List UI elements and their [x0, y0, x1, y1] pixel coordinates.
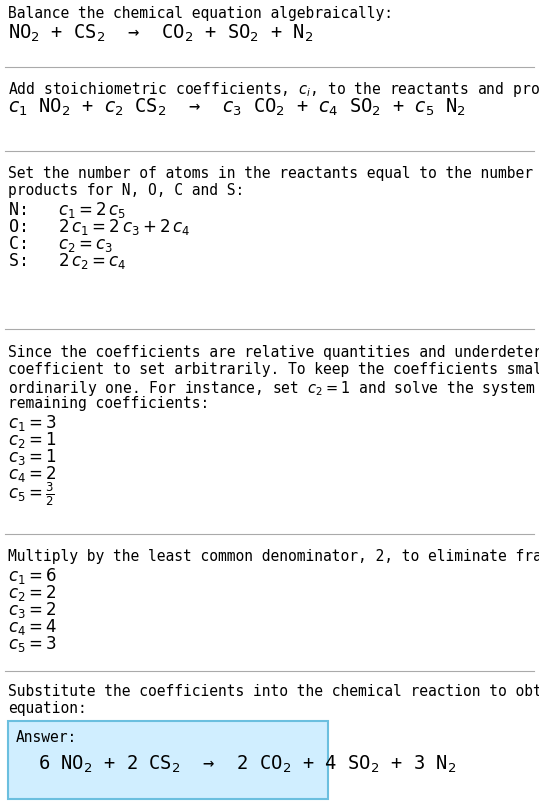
- Text: $c_1 = 6$: $c_1 = 6$: [8, 565, 57, 586]
- Text: products for N, O, C and S:: products for N, O, C and S:: [8, 182, 244, 198]
- Text: Substitute the coefficients into the chemical reaction to obtain the balanced: Substitute the coefficients into the che…: [8, 683, 539, 698]
- Text: S:   $2\,c_2 = c_4$: S: $2\,c_2 = c_4$: [8, 251, 127, 271]
- Text: Answer:: Answer:: [16, 729, 77, 744]
- Text: $c_3 = 1$: $c_3 = 1$: [8, 446, 57, 466]
- Text: $c_4 = 4$: $c_4 = 4$: [8, 616, 57, 636]
- Text: O:   $2\,c_1 = 2\,c_3 + 2\,c_4$: O: $2\,c_1 = 2\,c_3 + 2\,c_4$: [8, 217, 191, 237]
- Text: C:   $c_2 = c_3$: C: $c_2 = c_3$: [8, 234, 113, 254]
- Text: coefficient to set arbitrarily. To keep the coefficients small, the arbitrary va: coefficient to set arbitrarily. To keep …: [8, 362, 539, 376]
- Text: 6 NO$_2$ + 2 CS$_2$  →  2 CO$_2$ + 4 SO$_2$ + 3 N$_2$: 6 NO$_2$ + 2 CS$_2$ → 2 CO$_2$ + 4 SO$_2…: [38, 753, 456, 775]
- Text: $c_5 = \frac{3}{2}$: $c_5 = \frac{3}{2}$: [8, 480, 55, 508]
- Text: $c_2 = 1$: $c_2 = 1$: [8, 430, 57, 449]
- Text: equation:: equation:: [8, 700, 87, 715]
- Text: Multiply by the least common denominator, 2, to eliminate fractional coefficient: Multiply by the least common denominator…: [8, 548, 539, 564]
- Text: Since the coefficients are relative quantities and underdetermined, choose a: Since the coefficients are relative quan…: [8, 345, 539, 359]
- Text: $c_4 = 2$: $c_4 = 2$: [8, 463, 57, 483]
- Text: $c_1 = 3$: $c_1 = 3$: [8, 413, 57, 432]
- Text: remaining coefficients:: remaining coefficients:: [8, 396, 209, 410]
- Text: ordinarily one. For instance, set $c_2 = 1$ and solve the system of equations fo: ordinarily one. For instance, set $c_2 =…: [8, 379, 539, 397]
- Text: $c_2 = 2$: $c_2 = 2$: [8, 582, 57, 603]
- Text: Balance the chemical equation algebraically:: Balance the chemical equation algebraica…: [8, 6, 393, 21]
- Text: N:   $c_1 = 2\,c_5$: N: $c_1 = 2\,c_5$: [8, 200, 126, 220]
- Text: Add stoichiometric coefficients, $c_i$, to the reactants and products:: Add stoichiometric coefficients, $c_i$, …: [8, 80, 539, 99]
- Text: NO$_2$ + CS$_2$  →  CO$_2$ + SO$_2$ + N$_2$: NO$_2$ + CS$_2$ → CO$_2$ + SO$_2$ + N$_2…: [8, 23, 313, 45]
- Text: $c_5 = 3$: $c_5 = 3$: [8, 633, 57, 653]
- Bar: [8, 721, 328, 799]
- Text: Set the number of atoms in the reactants equal to the number of atoms in the: Set the number of atoms in the reactants…: [8, 165, 539, 181]
- Text: $c_1$ NO$_2$ + $c_2$ CS$_2$  →  $c_3$ CO$_2$ + $c_4$ SO$_2$ + $c_5$ N$_2$: $c_1$ NO$_2$ + $c_2$ CS$_2$ → $c_3$ CO$_…: [8, 97, 466, 118]
- Text: $c_3 = 2$: $c_3 = 2$: [8, 599, 57, 620]
